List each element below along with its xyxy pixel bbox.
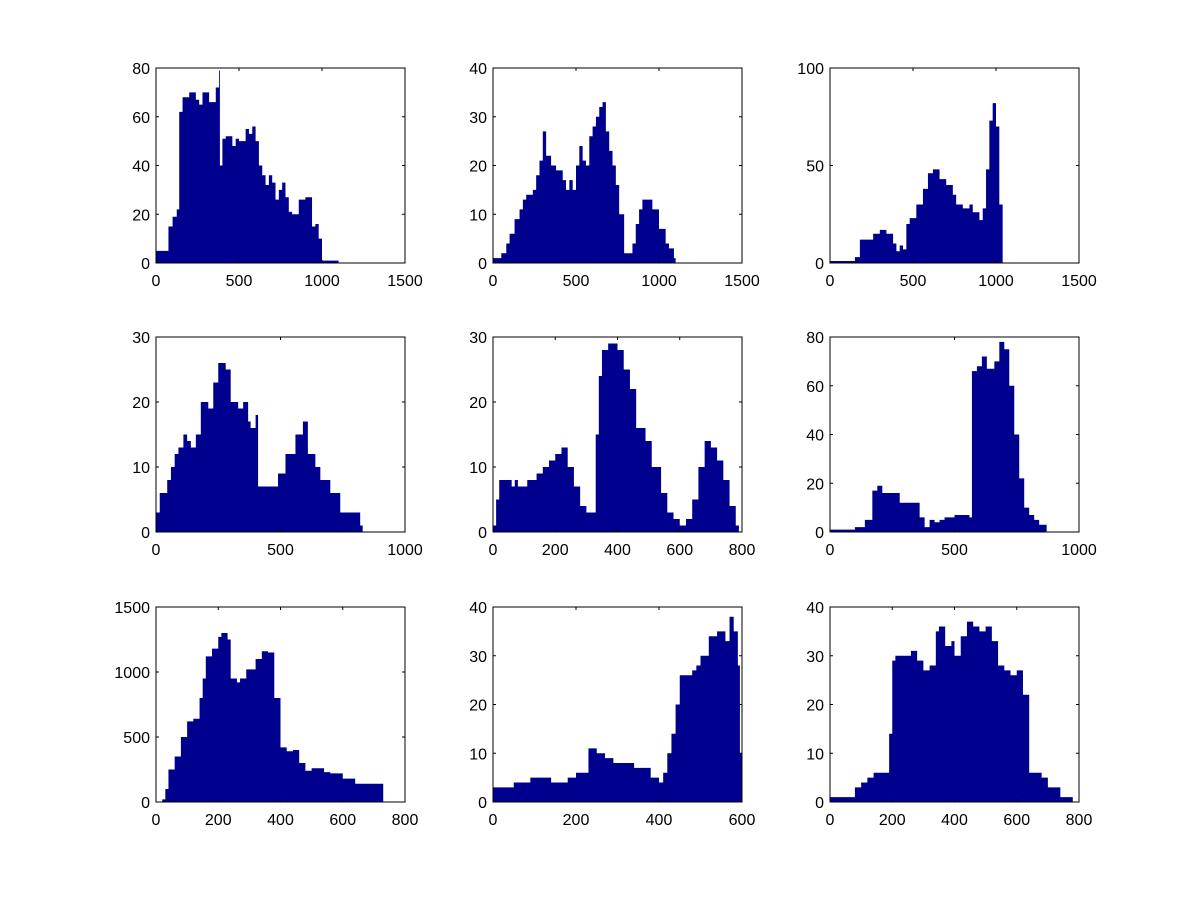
histogram-area bbox=[493, 102, 676, 263]
y-tick-label: 80 bbox=[806, 330, 824, 347]
x-tick-label: 600 bbox=[1003, 812, 1030, 829]
y-tick-label: 30 bbox=[132, 330, 150, 347]
y-tick-label: 50 bbox=[806, 159, 824, 176]
histogram-area bbox=[493, 616, 742, 802]
subplot-5: 0 200 400 600 800 0 10 20 30 bbox=[469, 330, 755, 559]
y-tick-label: 0 bbox=[815, 256, 824, 273]
x-tick-label: 400 bbox=[604, 542, 631, 559]
x-tick-label: 200 bbox=[205, 812, 232, 829]
histogram-area bbox=[830, 621, 1073, 802]
x-tick-label: 1500 bbox=[724, 273, 760, 290]
x-tick-label: 1000 bbox=[641, 273, 677, 290]
subplot-8: 0 200 400 600 0 10 20 30 40 bbox=[469, 600, 755, 829]
y-tick-label: 60 bbox=[806, 379, 824, 396]
x-tick-label: 1000 bbox=[978, 273, 1014, 290]
y-tick-label: 20 bbox=[132, 395, 150, 412]
y-tick-label: 20 bbox=[469, 698, 487, 715]
x-tick-label: 500 bbox=[267, 542, 294, 559]
subplot-1: 0 500 1000 1500 0 20 40 60 80 bbox=[132, 61, 423, 290]
y-tick-label: 0 bbox=[478, 256, 487, 273]
x-tick-label: 200 bbox=[542, 542, 569, 559]
x-tick-label: 500 bbox=[226, 273, 253, 290]
y-tick-label: 30 bbox=[469, 649, 487, 666]
subplot-4: 0 500 1000 0 10 20 30 bbox=[132, 330, 423, 559]
x-tick-label: 0 bbox=[826, 542, 835, 559]
x-tick-label: 0 bbox=[489, 812, 498, 829]
y-tick-label: 10 bbox=[469, 746, 487, 763]
subplot-6: 0 500 1000 0 20 40 60 80 bbox=[806, 330, 1097, 559]
y-tick-label: 20 bbox=[132, 207, 150, 224]
x-tick-label: 0 bbox=[489, 273, 498, 290]
y-tick-label: 0 bbox=[815, 525, 824, 542]
histogram-area bbox=[830, 341, 1047, 532]
y-tick-label: 10 bbox=[806, 746, 824, 763]
x-tick-label: 800 bbox=[1066, 812, 1093, 829]
x-tick-label: 1500 bbox=[387, 273, 423, 290]
subplot-2: 0 500 1000 1500 0 10 20 30 40 bbox=[469, 61, 760, 290]
y-tick-label: 1500 bbox=[114, 600, 150, 617]
subplot-9: 0 200 400 600 800 0 10 20 30 40 bbox=[806, 600, 1092, 829]
y-tick-label: 20 bbox=[469, 395, 487, 412]
y-tick-label: 60 bbox=[132, 110, 150, 127]
x-tick-label: 500 bbox=[900, 273, 927, 290]
y-tick-label: 40 bbox=[132, 159, 150, 176]
x-tick-label: 500 bbox=[563, 273, 590, 290]
x-tick-label: 0 bbox=[152, 542, 161, 559]
x-tick-label: 400 bbox=[646, 812, 673, 829]
y-tick-label: 100 bbox=[797, 61, 824, 78]
y-tick-label: 30 bbox=[806, 649, 824, 666]
y-tick-label: 10 bbox=[132, 460, 150, 477]
x-tick-label: 1000 bbox=[1061, 542, 1097, 559]
y-tick-label: 0 bbox=[478, 525, 487, 542]
y-tick-label: 30 bbox=[469, 110, 487, 127]
x-tick-label: 0 bbox=[489, 542, 498, 559]
x-tick-label: 200 bbox=[879, 812, 906, 829]
y-tick-label: 0 bbox=[141, 525, 150, 542]
x-tick-label: 0 bbox=[826, 273, 835, 290]
y-tick-label: 1000 bbox=[114, 665, 150, 682]
x-tick-label: 600 bbox=[329, 812, 356, 829]
y-tick-label: 500 bbox=[123, 730, 150, 747]
y-tick-label: 10 bbox=[469, 207, 487, 224]
subplot-3: 0 500 1000 1500 0 50 100 bbox=[797, 61, 1097, 290]
x-tick-label: 200 bbox=[563, 812, 590, 829]
x-tick-label: 800 bbox=[392, 812, 419, 829]
x-tick-label: 500 bbox=[941, 542, 968, 559]
y-tick-label: 80 bbox=[132, 61, 150, 78]
x-tick-label: 0 bbox=[152, 273, 161, 290]
y-tick-label: 10 bbox=[469, 460, 487, 477]
y-tick-label: 40 bbox=[806, 428, 824, 445]
histogram-area bbox=[493, 343, 739, 532]
x-tick-label: 600 bbox=[729, 812, 756, 829]
x-tick-label: 1000 bbox=[304, 273, 340, 290]
y-tick-label: 40 bbox=[806, 600, 824, 617]
x-tick-label: 800 bbox=[729, 542, 756, 559]
x-tick-label: 0 bbox=[826, 812, 835, 829]
x-tick-label: 400 bbox=[941, 812, 968, 829]
histogram-area bbox=[156, 633, 384, 802]
subplot-7: 0 200 400 600 800 0 500 1000 1500 bbox=[114, 600, 418, 829]
y-tick-label: 20 bbox=[806, 476, 824, 493]
y-tick-label: 0 bbox=[141, 795, 150, 812]
y-tick-label: 30 bbox=[469, 330, 487, 347]
x-tick-label: 0 bbox=[152, 812, 161, 829]
histogram-area bbox=[156, 70, 339, 263]
x-tick-label: 600 bbox=[666, 542, 693, 559]
y-tick-label: 40 bbox=[469, 61, 487, 78]
axes-box bbox=[829, 336, 1080, 533]
x-tick-label: 1000 bbox=[387, 542, 423, 559]
x-tick-label: 1500 bbox=[1061, 273, 1097, 290]
y-tick-label: 0 bbox=[141, 256, 150, 273]
x-tick-label: 400 bbox=[267, 812, 294, 829]
y-tick-label: 20 bbox=[469, 159, 487, 176]
y-tick-label: 0 bbox=[815, 795, 824, 812]
y-tick-label: 20 bbox=[806, 698, 824, 715]
histogram-area bbox=[156, 363, 363, 532]
y-tick-label: 40 bbox=[469, 600, 487, 617]
y-tick-label: 0 bbox=[478, 795, 487, 812]
histogram-area bbox=[830, 103, 1003, 263]
